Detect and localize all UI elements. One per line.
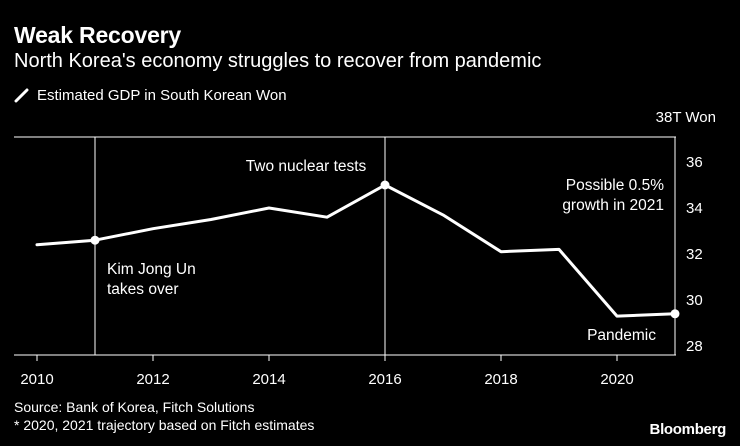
source-note: Source: Bank of Korea, Fitch Solutions [14, 399, 255, 415]
x-tick-label: 2010 [20, 371, 53, 388]
x-tick-label: 2020 [600, 371, 633, 388]
annotation-nuclear-tests: Two nuclear tests [246, 158, 367, 175]
x-tick-label: 2018 [484, 371, 517, 388]
event-marker [90, 235, 100, 245]
annotation-possible-growth: growth in 2021 [562, 197, 664, 214]
chart-title: Weak Recovery [14, 22, 182, 48]
y-axis-unit-label: 38T Won [656, 109, 716, 126]
y-tick-label: 28 [686, 338, 703, 355]
y-tick-label: 36 [686, 154, 703, 171]
legend-label: Estimated GDP in South Korean Won [37, 87, 287, 104]
x-tick-label: 2014 [252, 371, 285, 388]
event-marker [380, 180, 390, 190]
gdp-series-line [35, 183, 677, 318]
bloomberg-logo: Bloomberg [649, 421, 727, 438]
x-tick-label: 2016 [368, 371, 401, 388]
annotation-kim-jong-un: takes over [107, 281, 179, 298]
y-tick-label: 30 [686, 292, 703, 309]
annotation-possible-growth: Possible 0.5% [566, 177, 664, 194]
legend-swatch-icon [14, 88, 29, 103]
x-tick-label: 2012 [136, 371, 169, 388]
y-tick-label: 34 [686, 200, 703, 217]
legend: Estimated GDP in South Korean Won [14, 87, 287, 104]
chart-subtitle: North Korea's economy struggles to recov… [14, 50, 542, 72]
footnote: * 2020, 2021 trajectory based on Fitch e… [14, 417, 315, 433]
event-marker [670, 309, 680, 319]
annotation-kim-jong-un: Kim Jong Un [107, 261, 196, 278]
annotation-pandemic: Pandemic [587, 327, 656, 344]
y-tick-label: 32 [686, 246, 703, 263]
